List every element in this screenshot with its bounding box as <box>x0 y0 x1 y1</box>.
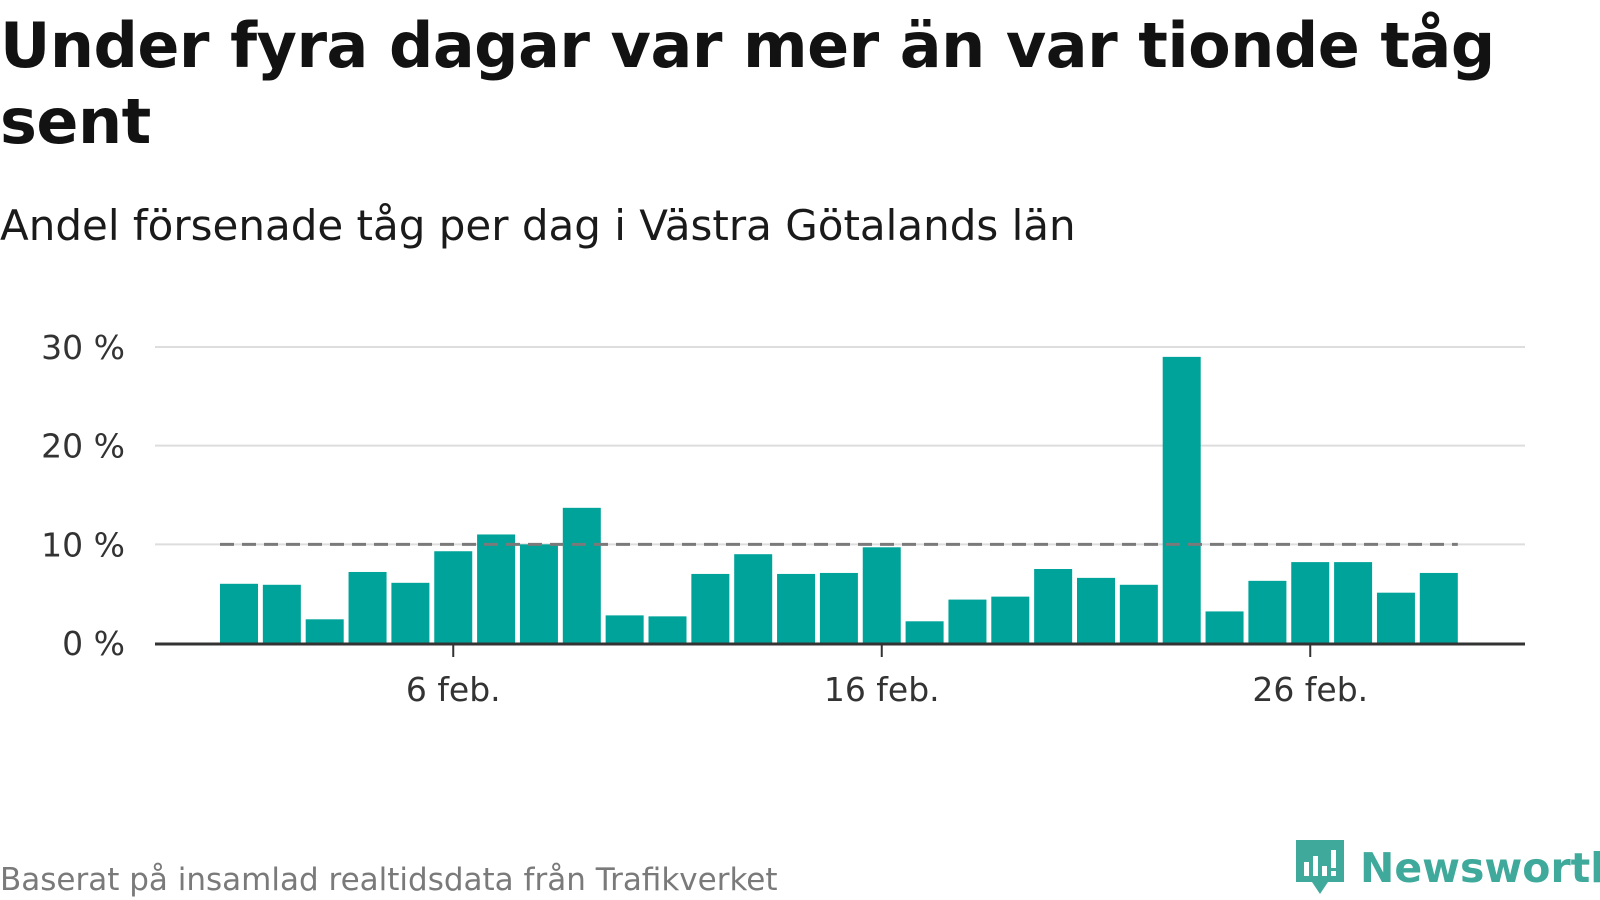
y-tick-label: 20 % <box>41 427 125 466</box>
bar <box>819 572 858 643</box>
axes: 0 % 10 % 20 % 30 % 6 feb. 16 feb. 26 feb. <box>41 328 1525 709</box>
y-tick-label: 30 % <box>41 328 125 367</box>
bar <box>1248 580 1287 643</box>
bar <box>905 621 944 643</box>
x-tick-label: 16 feb. <box>824 670 940 709</box>
bar <box>734 554 773 643</box>
bar <box>477 534 516 643</box>
bar <box>777 573 816 643</box>
bar <box>691 573 730 643</box>
bar <box>262 584 301 643</box>
bar <box>1077 577 1115 643</box>
bar-chart: 0 % 10 % 20 % 30 % 6 feb. 16 feb. 26 feb. <box>41 328 1525 709</box>
bar <box>1205 611 1244 643</box>
bar <box>862 547 901 643</box>
chart-subtitle: Andel försenade tåg per dag i Västra Göt… <box>0 201 1076 250</box>
source-note: Baserat på insamlad realtidsdata från Tr… <box>0 862 778 898</box>
brand-logo[interactable]: Newsworthy <box>1294 838 1600 898</box>
bar <box>1376 592 1415 643</box>
y-tick-label: 10 % <box>41 525 125 564</box>
y-tick-label: 0 % <box>62 624 125 663</box>
brand-name: Newsworthy <box>1360 844 1600 892</box>
bar <box>948 599 987 643</box>
bar <box>1291 562 1330 643</box>
bar <box>391 582 430 643</box>
bar <box>1419 572 1458 643</box>
bar <box>1119 584 1158 643</box>
x-tick-label: 6 feb. <box>406 670 501 709</box>
bar <box>648 616 687 643</box>
bars <box>220 356 1458 643</box>
bar <box>220 583 258 643</box>
bar <box>991 596 1030 643</box>
bar <box>434 551 473 643</box>
bar <box>1162 356 1201 643</box>
bar <box>348 571 387 643</box>
bar <box>1334 562 1373 643</box>
bar <box>562 507 601 643</box>
bar <box>305 619 344 643</box>
bar <box>1034 569 1073 643</box>
chart-title: Under fyra dagar var mer än var tionde t… <box>0 9 1495 158</box>
newsworthy-logo-icon <box>1296 840 1344 894</box>
gridlines <box>155 346 1525 546</box>
bar <box>519 544 558 643</box>
bar <box>605 615 644 643</box>
x-tick-label: 26 feb. <box>1252 670 1368 709</box>
